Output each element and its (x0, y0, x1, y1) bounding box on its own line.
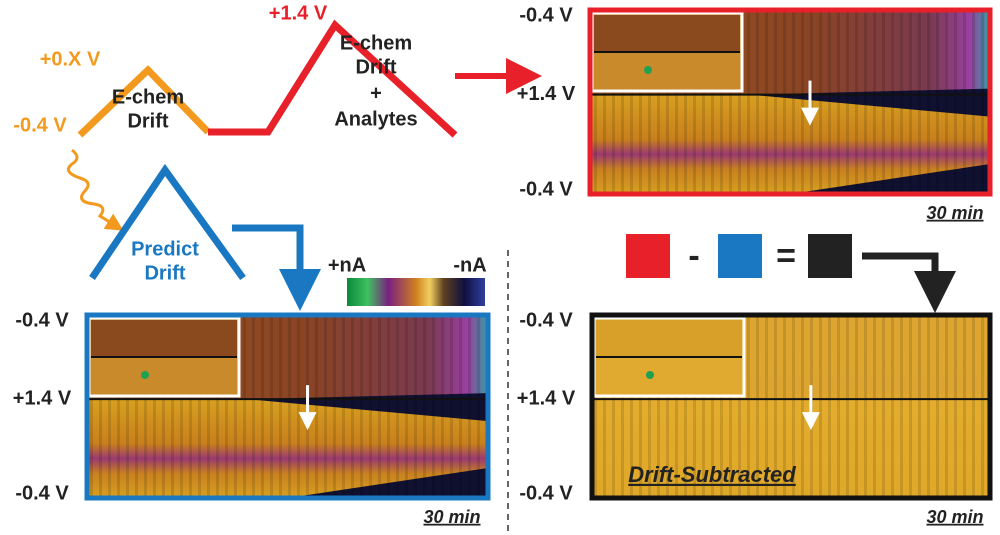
inset-dot (646, 371, 654, 379)
colorbar (347, 278, 485, 306)
inset-dot (644, 66, 652, 74)
inset-dot (141, 371, 149, 379)
eq-minus: - (688, 237, 699, 275)
segment2-line: Drift (355, 56, 396, 78)
time-label: 30 min (926, 203, 983, 223)
square-blue (718, 234, 762, 278)
arrow-blue (232, 224, 321, 311)
time-label: 30 min (926, 507, 983, 527)
y-label: +1.4 V (517, 387, 576, 409)
predict-triangle (89, 163, 246, 281)
panel-border (84, 312, 491, 501)
panel-border (587, 7, 993, 197)
inset-band (91, 320, 237, 356)
segment2-line: Analytes (334, 108, 417, 130)
colorbar-negative: -nA (453, 254, 486, 276)
predict-line: Predict (131, 238, 199, 260)
y-label: +1.4 V (13, 387, 72, 409)
waveform-orange (77, 65, 211, 138)
colorbar-positive: +nA (328, 254, 366, 276)
arrow-orange (66, 148, 124, 231)
y-label: -0.4 V (519, 309, 573, 331)
predict-line: Drift (144, 262, 185, 284)
time-label: 30 min (423, 507, 480, 527)
overlay-label: Drift-Subtracted (628, 462, 796, 487)
square-red (626, 234, 670, 278)
peak1-label: +0.X V (40, 48, 101, 70)
y-label: -0.4 V (15, 482, 69, 504)
peak2-label: +1.4 V (269, 2, 328, 24)
panel-border (589, 312, 993, 501)
segment2-line: + (370, 82, 382, 104)
inset-band (596, 320, 742, 356)
y-label: -0.4 V (519, 482, 573, 504)
inset-band (594, 15, 740, 51)
segment2-line: E-chem (340, 32, 412, 54)
square-black (808, 234, 852, 278)
arrow-black (862, 252, 956, 313)
y-label: -0.4 V (519, 4, 573, 26)
segment1-line: E-chem (112, 86, 184, 108)
eq-equals: = (776, 237, 796, 275)
start-label: -0.4 V (13, 114, 67, 136)
segment1-line: Drift (127, 110, 168, 132)
y-label: -0.4 V (15, 309, 69, 331)
y-label: +1.4 V (517, 83, 576, 105)
y-label: -0.4 V (519, 178, 573, 200)
waveform-red (208, 19, 458, 138)
